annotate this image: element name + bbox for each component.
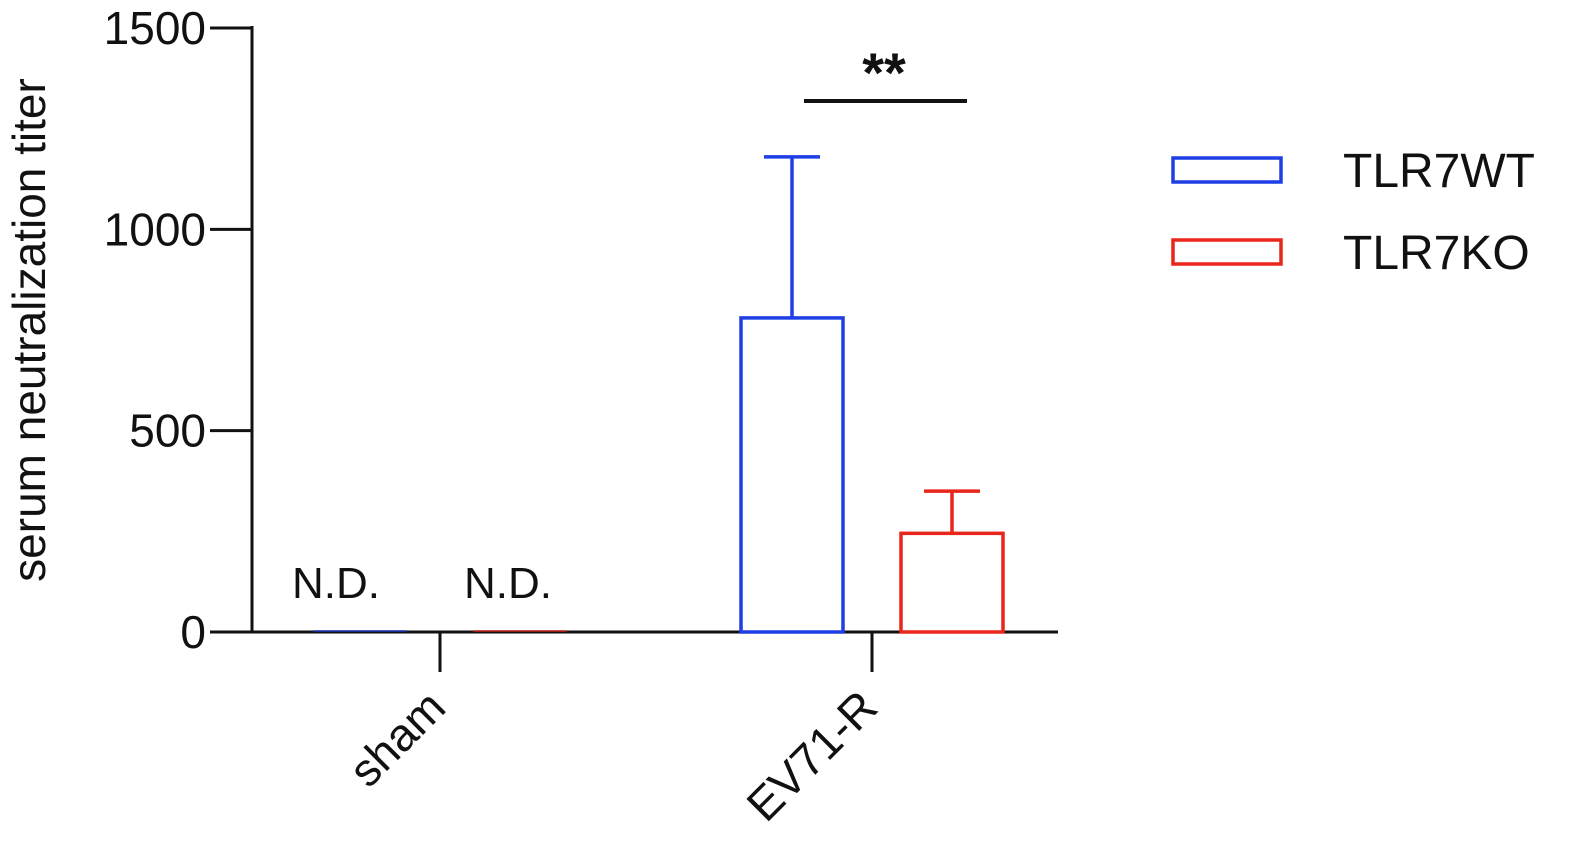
plot-area: 0 500 1000 1500 sham N.D. N.D. EV71-R **: [104, 2, 1058, 831]
legend-swatch: [1171, 156, 1283, 184]
legend-label: TLR7WT: [1343, 145, 1535, 198]
y-tick-label: 1000: [104, 203, 206, 255]
y-tick-label: 500: [129, 405, 206, 457]
significance-label: **: [862, 41, 906, 104]
y-tick-label: 0: [180, 606, 206, 658]
y-tick-label: 1500: [104, 2, 206, 54]
x-tick-label: EV71-R: [736, 680, 887, 831]
bar: [899, 531, 1005, 634]
data-label: N.D.: [464, 559, 552, 608]
x-tick-label: sham: [339, 680, 455, 796]
legend-label: TLR7KO: [1343, 227, 1530, 280]
y-axis-label: serum neutralization titer: [3, 78, 55, 582]
data-label: N.D.: [292, 559, 380, 608]
legend: TLR7WT TLR7KO: [1171, 145, 1535, 280]
legend-swatch: [1171, 238, 1283, 266]
bar: [739, 316, 845, 634]
